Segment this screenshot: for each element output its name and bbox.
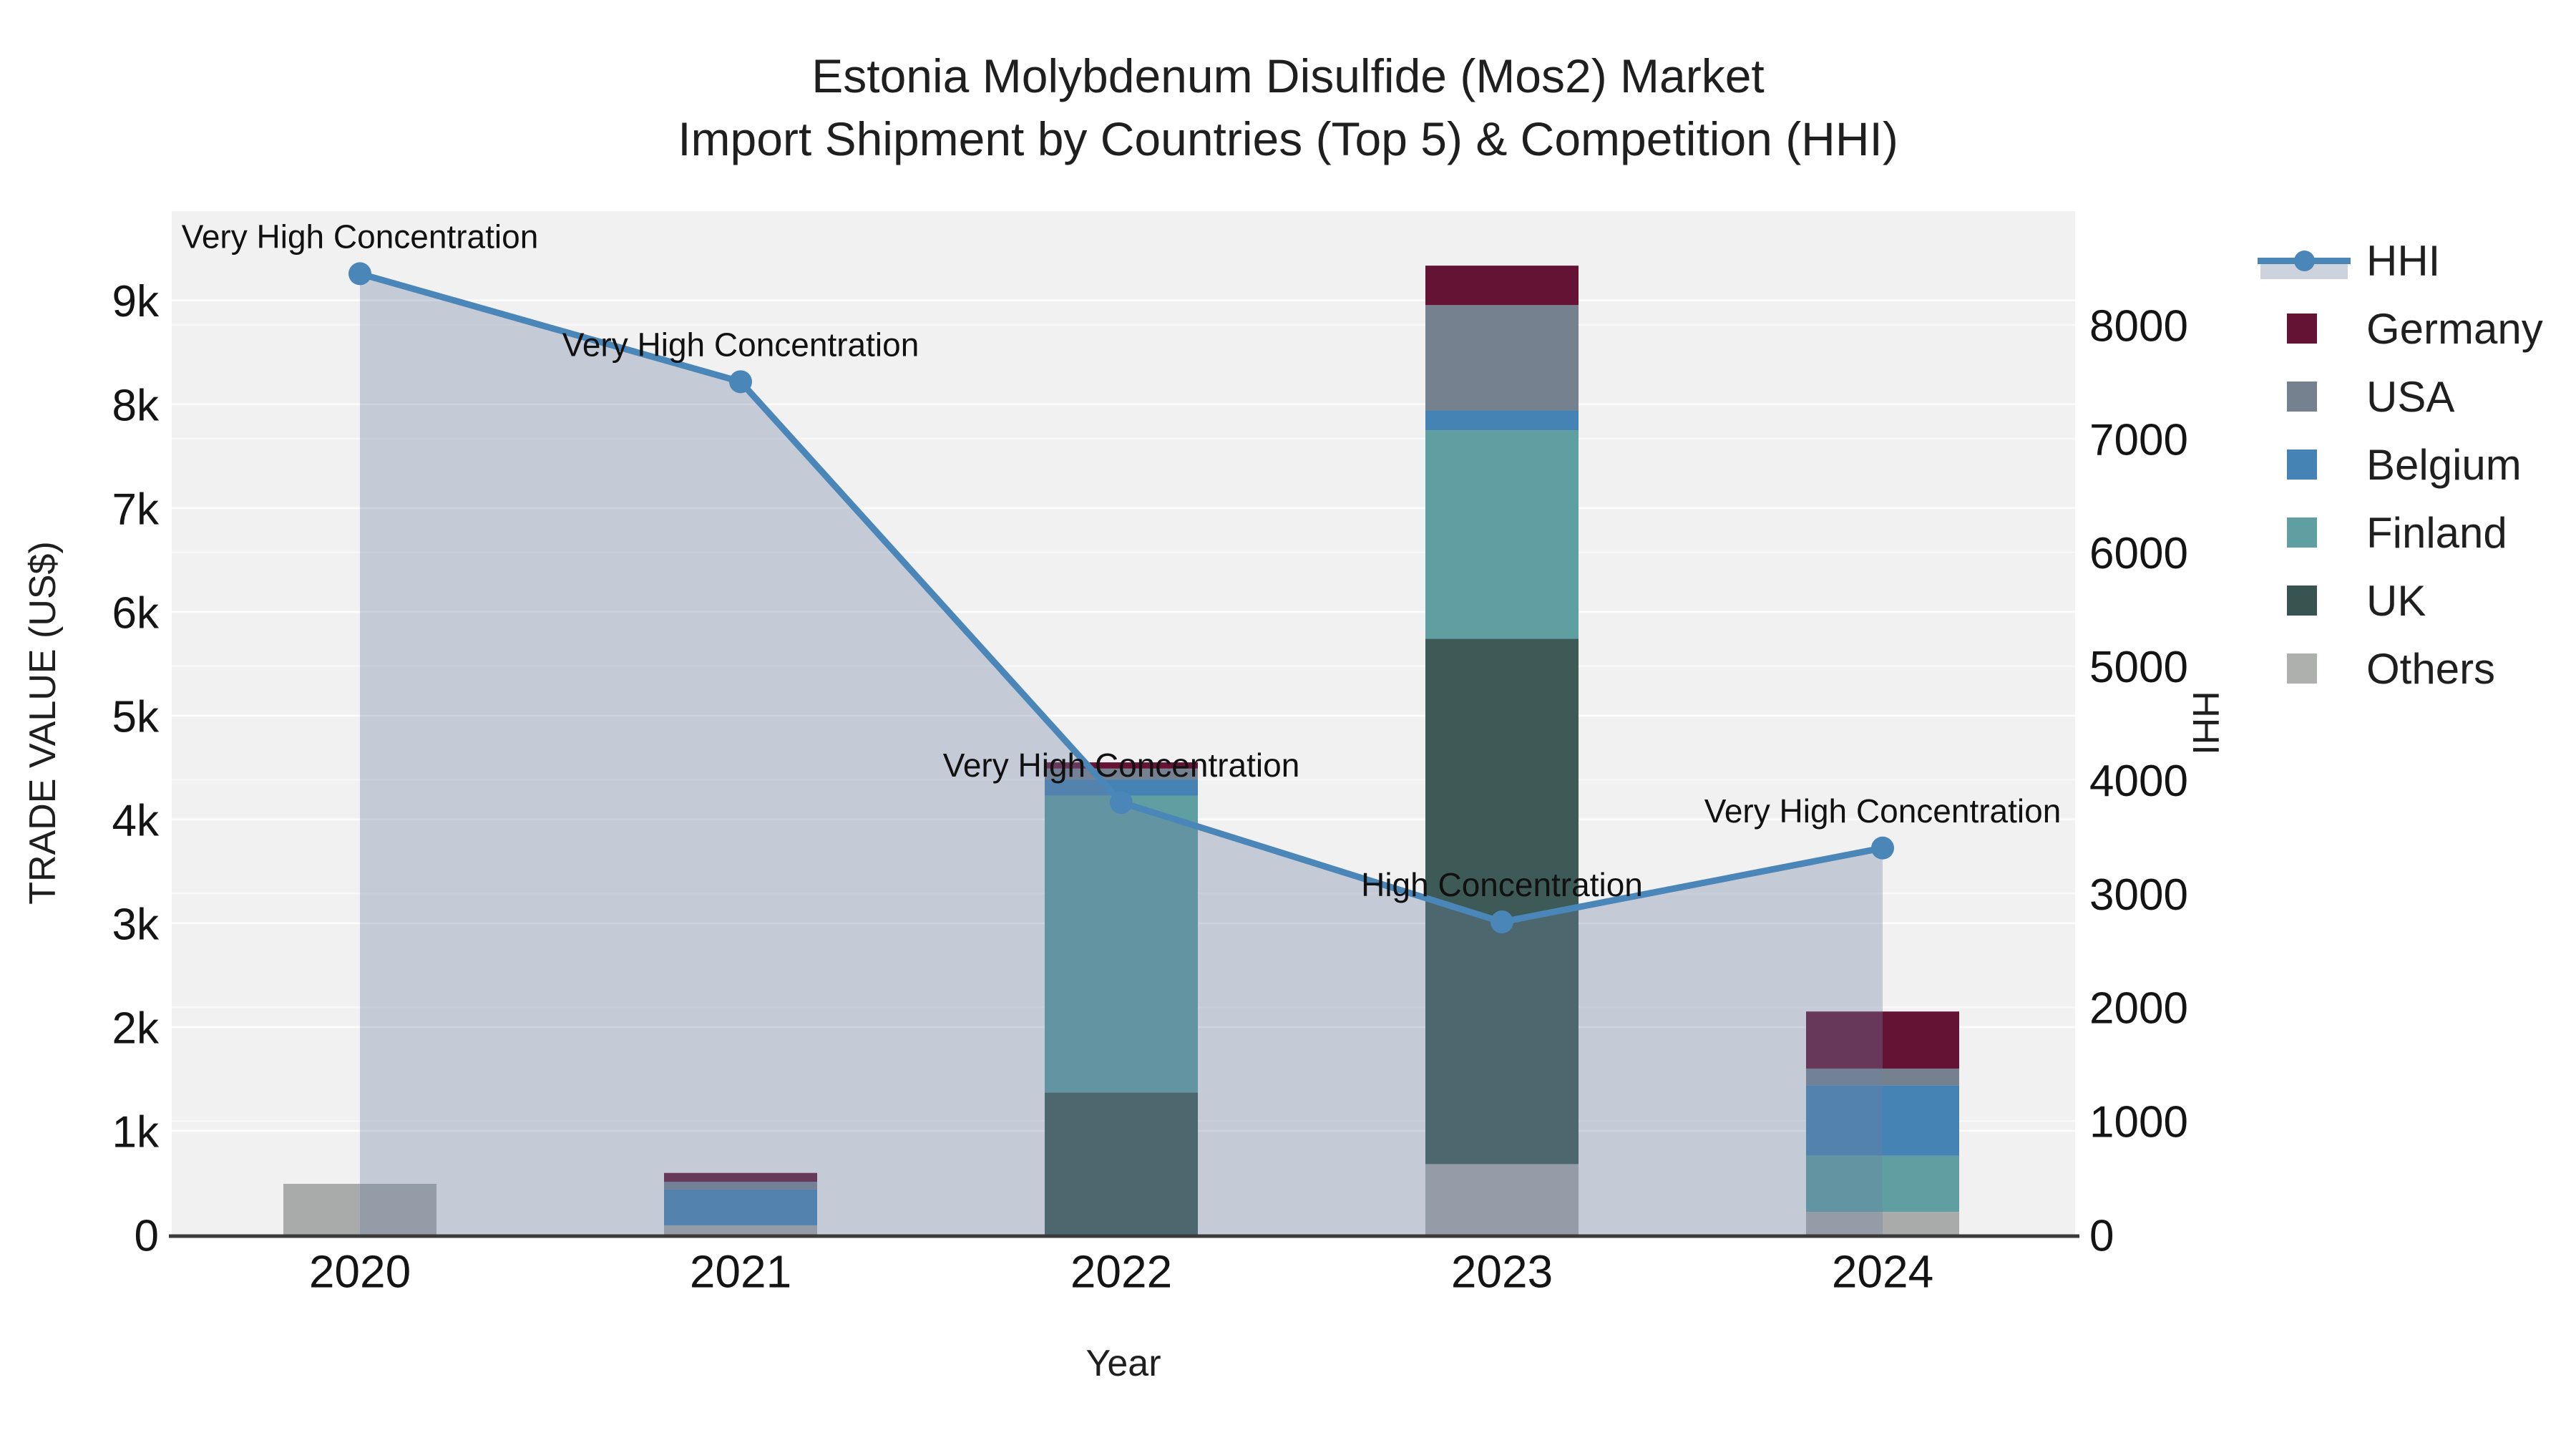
others-color-swatch-icon: [2287, 653, 2317, 684]
x-tick-2022: 2022: [1070, 1245, 1172, 1297]
x-tick-2020: 2020: [309, 1245, 411, 1297]
hhi-annotation-2022: Very High Concentration: [943, 747, 1300, 784]
bar-segment-usa-2022[interactable]: [1045, 768, 1198, 780]
hhi-line-legend-icon: [2258, 226, 2351, 295]
chart-title-line2: Import Shipment by Countries (Top 5) & C…: [678, 112, 1898, 165]
hhi-annotation-2023: High Concentration: [1361, 866, 1643, 903]
y-right-tick-1000: 1000: [2089, 1098, 2188, 1147]
bar-segment-usa-2021[interactable]: [664, 1182, 817, 1190]
chart-title-line1: Estonia Molybdenum Disulfide (Mos2) Mark…: [811, 49, 1765, 102]
legend-item-uk[interactable]: UK: [2258, 566, 2426, 635]
legend-swatch-icon: [2258, 566, 2351, 635]
y-right-tick-2000: 2000: [2089, 984, 2188, 1034]
legend-label: Belgium: [2366, 440, 2522, 489]
hhi-annotation-2024: Very High Concentration: [1704, 792, 2062, 830]
hhi-marker-icon: [2294, 251, 2315, 271]
legend-swatch-icon: [2258, 362, 2351, 431]
x-axis-title: Year: [1085, 1343, 1161, 1384]
y-right-tick-0: 0: [2089, 1212, 2114, 1261]
x-tick-2024: 2024: [1832, 1245, 1933, 1297]
bar-segment-germany-2022[interactable]: [1045, 762, 1198, 769]
y-right-tick-4000: 4000: [2089, 757, 2188, 806]
x-tick-2023: 2023: [1451, 1245, 1553, 1297]
bar-segment-usa-2024[interactable]: [1806, 1068, 1959, 1086]
y-left-tick-3k: 3k: [112, 900, 160, 949]
y-right-tick-6000: 6000: [2089, 529, 2188, 578]
y-left-tick-8k: 8k: [112, 381, 160, 430]
bar-segment-belgium-2021[interactable]: [664, 1189, 817, 1225]
bar-segment-germany-2021[interactable]: [664, 1172, 817, 1182]
usa-color-swatch-icon: [2287, 382, 2317, 412]
legend-label: USA: [2366, 372, 2455, 421]
legend-label: Germany: [2366, 304, 2543, 353]
legend-item-hhi[interactable]: HHI: [2258, 226, 2440, 295]
bar-segment-uk-2022[interactable]: [1045, 1092, 1198, 1235]
belgium-color-swatch-icon: [2287, 449, 2317, 480]
bar-segment-belgium-2024[interactable]: [1806, 1085, 1959, 1156]
hhi-area-fill: [360, 273, 1883, 1235]
legend-swatch-icon: [2258, 430, 2351, 499]
y-axis-title-right: HHI: [2185, 691, 2226, 755]
germany-color-swatch-icon: [2287, 314, 2317, 344]
legend-item-finland[interactable]: Finland: [2258, 498, 2507, 567]
y-left-tick-6k: 6k: [112, 588, 160, 638]
legend-swatch-icon: [2258, 498, 2351, 567]
y-right-tick-3000: 3000: [2089, 870, 2188, 920]
hhi-annotation-2020: Very High Concentration: [182, 218, 539, 255]
bar-segment-others-2023[interactable]: [1425, 1164, 1579, 1235]
hhi-point-2024[interactable]: [1871, 836, 1894, 860]
legend-label: Finland: [2366, 508, 2507, 557]
finland-color-swatch-icon: [2287, 517, 2317, 548]
y-left-tick-7k: 7k: [112, 485, 160, 534]
bar-segment-belgium-2022[interactable]: [1045, 779, 1198, 796]
legend-swatch-icon: [2258, 634, 2351, 703]
hhi-point-2020[interactable]: [348, 262, 371, 286]
bar-segment-others-2020[interactable]: [283, 1183, 436, 1235]
x-tick-2021: 2021: [690, 1245, 791, 1297]
hhi-point-2021[interactable]: [729, 370, 752, 394]
bar-segment-finland-2024[interactable]: [1806, 1155, 1959, 1213]
legend-label: UK: [2366, 576, 2426, 625]
bar-segment-others-2024[interactable]: [1806, 1212, 1959, 1235]
bar-segment-finland-2023[interactable]: [1425, 430, 1579, 639]
hhi-point-2022[interactable]: [1110, 791, 1133, 815]
bar-segment-belgium-2023[interactable]: [1425, 410, 1579, 431]
y-left-tick-9k: 9k: [112, 277, 160, 326]
bar-segment-finland-2022[interactable]: [1045, 795, 1198, 1093]
legend-label: Others: [2366, 644, 2496, 693]
legend-item-germany[interactable]: Germany: [2258, 294, 2543, 363]
hhi-annotation-2021: Very High Concentration: [562, 326, 919, 363]
legend-item-belgium[interactable]: Belgium: [2258, 430, 2522, 499]
legend-label: HHI: [2366, 236, 2441, 285]
y-left-tick-0: 0: [135, 1212, 159, 1261]
y-left-tick-1k: 1k: [112, 1107, 160, 1157]
chart-title: Estonia Molybdenum Disulfide (Mos2) Mark…: [0, 44, 2576, 170]
y-right-tick-5000: 5000: [2089, 643, 2188, 692]
y-left-tick-4k: 4k: [112, 796, 160, 845]
y-axis-title-left: TRADE VALUE (US$): [22, 541, 64, 905]
y-right-tick-8000: 8000: [2089, 301, 2188, 351]
bar-segment-uk-2023[interactable]: [1425, 638, 1579, 1165]
y-left-tick-2k: 2k: [112, 1004, 160, 1053]
hhi-point-2023[interactable]: [1491, 910, 1513, 934]
uk-color-swatch-icon: [2287, 585, 2317, 616]
legend-swatch-icon: [2258, 294, 2351, 363]
bar-segment-germany-2024[interactable]: [1806, 1011, 1959, 1069]
bar-segment-usa-2023[interactable]: [1425, 305, 1579, 411]
y-left-tick-5k: 5k: [112, 692, 160, 742]
y-right-tick-7000: 7000: [2089, 415, 2188, 465]
bar-segment-germany-2023[interactable]: [1425, 266, 1579, 306]
legend-item-others[interactable]: Others: [2258, 634, 2495, 703]
bar-segment-others-2021[interactable]: [664, 1225, 817, 1235]
legend-item-usa[interactable]: USA: [2258, 362, 2454, 431]
